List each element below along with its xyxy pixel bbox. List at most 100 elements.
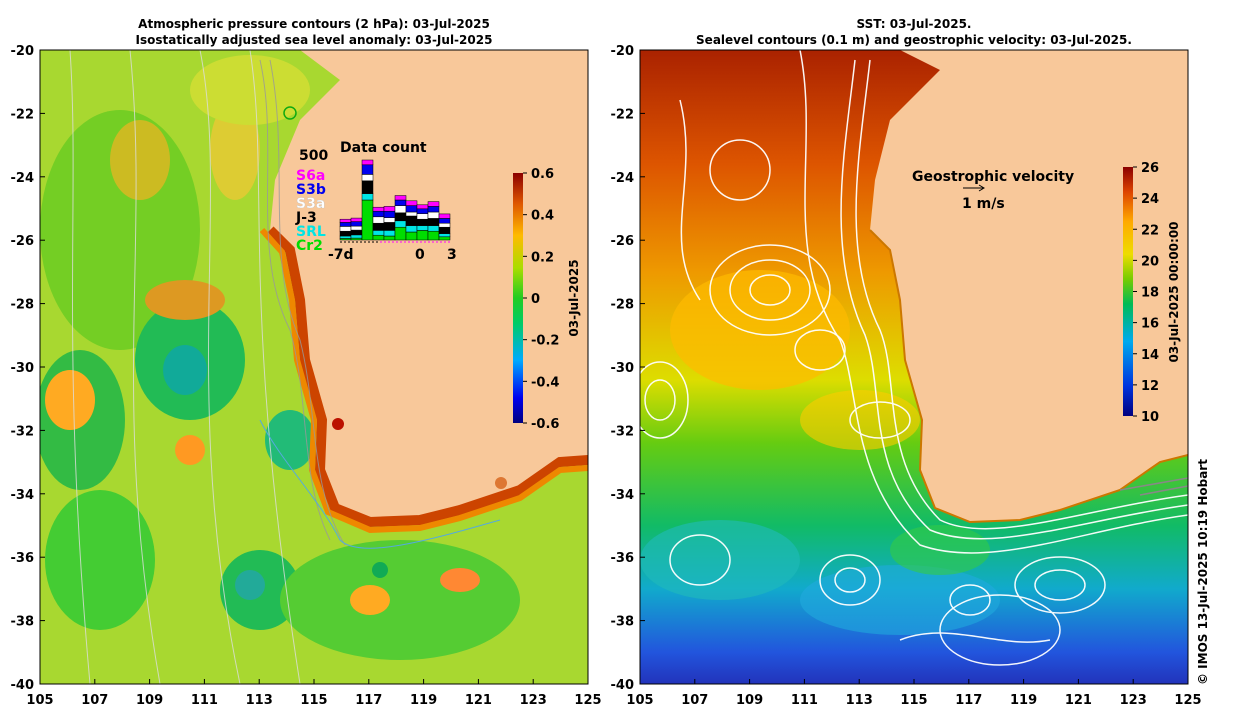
data-count-bar-segment [405, 205, 418, 213]
data-count-bar-segment [339, 235, 352, 239]
colorbar-tick-label: 18 [1141, 286, 1159, 301]
data-count-bar-segment [394, 212, 407, 222]
data-count-bar-segment [350, 229, 363, 236]
x-tick-label: 109 [136, 693, 163, 708]
sla-map-field [40, 50, 588, 684]
data-count-bar-segment [361, 193, 374, 201]
data-count-bar-segment [383, 217, 396, 223]
right-title-line1: SST: 03-Jul-2025. [856, 17, 972, 31]
data-count-bar-segment [339, 230, 352, 237]
velocity-scale-label: 1 m/s [962, 196, 1005, 212]
data-count-bar-segment [372, 234, 385, 241]
x-tick-label: 121 [465, 693, 492, 708]
mission-label: S3a [296, 196, 325, 212]
y-tick-label: -32 [11, 424, 35, 439]
y-tick-label: -30 [11, 361, 35, 376]
y-tick-label: -28 [611, 298, 635, 313]
data-count-bar-segment [405, 200, 418, 206]
data-count-bar-segment [383, 235, 396, 241]
data-count-bar-segment [427, 206, 440, 213]
data-count-bar-segment [339, 226, 352, 232]
data-count-bar-segment [350, 221, 363, 227]
data-count-bar-segment [427, 201, 440, 207]
mission-label: S6a [296, 168, 325, 184]
data-count-bar-segment [427, 225, 440, 232]
colorbar-tick-label: 22 [1141, 223, 1159, 238]
y-tick-label: -38 [11, 615, 35, 630]
y-tick-label: -22 [611, 107, 635, 122]
data-count-bar-segment [405, 215, 418, 226]
colorbar-tick-label: -0.2 [531, 334, 559, 349]
data-count-bar-segment [361, 174, 374, 182]
y-tick-label: -20 [611, 44, 635, 59]
x-tick-label: 125 [574, 693, 601, 708]
data-count-max-label: 500 [299, 148, 328, 164]
x-tick-label: 107 [81, 693, 108, 708]
y-tick-label: -34 [11, 488, 35, 503]
x-tick-label: 123 [1120, 693, 1147, 708]
x-tick-label: 119 [410, 693, 437, 708]
y-tick-label: -24 [611, 171, 635, 186]
colorbar-tick-label: -0.4 [531, 375, 559, 390]
data-count-bar-segment [438, 236, 451, 241]
data-count-bar-segment [427, 230, 440, 241]
data-count-bar-segment [438, 226, 451, 234]
colorbar-tick-label: 0.4 [531, 209, 554, 224]
colorbar-tick-label: 26 [1141, 161, 1159, 176]
mission-label: Cr2 [296, 238, 323, 254]
y-tick-label: -36 [611, 551, 635, 566]
colorbar-tick-label: 12 [1141, 379, 1159, 394]
right-map-title: SST: 03-Jul-2025. Sealevel contours (0.1… [640, 16, 1188, 48]
colorbar-tick-label: 14 [1141, 348, 1159, 363]
mission-label: SRL [296, 224, 326, 240]
x-tick-label: 111 [791, 693, 818, 708]
colorbar-tick-label: -0.6 [531, 417, 559, 432]
data-count-bar-segment [405, 225, 418, 233]
x-tick-label: 105 [626, 693, 653, 708]
data-count-bar-segment [394, 195, 407, 201]
y-tick-label: -32 [611, 424, 635, 439]
colorbar-tick-label: 10 [1141, 410, 1159, 425]
left-title-line2: Isostatically adjusted sea level anomaly… [135, 33, 493, 47]
data-count-bar-segment [361, 164, 374, 175]
data-count-bar-segment [438, 233, 451, 238]
colorbar-tick-label: 16 [1141, 317, 1159, 332]
data-count-bar-segment [372, 210, 385, 218]
data-count-bar-segment [372, 206, 385, 212]
sla-colorbar [513, 173, 523, 423]
sla-colorbar-label: 03-Jul-2025 [567, 259, 581, 336]
data-count-bar-segment [350, 217, 363, 222]
inset-x-label-zero: 0 [415, 247, 425, 263]
x-tick-label: 105 [26, 693, 53, 708]
x-tick-label: 107 [681, 693, 708, 708]
data-count-bar-segment [427, 211, 440, 219]
data-count-bar-segment [416, 225, 429, 231]
data-count-bar-segment [438, 213, 451, 219]
x-tick-label: 113 [246, 693, 273, 708]
data-count-bar-segment [427, 218, 440, 226]
data-count-bar-segment [383, 222, 396, 231]
y-tick-label: -40 [11, 678, 35, 693]
data-count-bar-segment [438, 222, 451, 228]
data-count-bar-segment [394, 220, 407, 228]
data-count-bar-segment [405, 231, 418, 241]
y-tick-label: -36 [11, 551, 35, 566]
data-count-bar-segment [372, 216, 385, 224]
x-tick-label: 111 [191, 693, 218, 708]
data-count-bar-segment [416, 204, 429, 210]
sst-map-field [640, 50, 1188, 684]
data-count-bar-segment [372, 222, 385, 231]
data-count-bar-segment [394, 226, 407, 241]
x-tick-label: 119 [1010, 693, 1037, 708]
data-count-inset [339, 159, 451, 243]
colorbar-tick-label: 0.6 [531, 167, 554, 182]
x-tick-label: 115 [900, 693, 927, 708]
inset-x-label-start: -7d [328, 247, 354, 263]
colorbar-tick-label: 20 [1141, 254, 1159, 269]
sst-colorbar-label: 03-Jul-2025 00:00:00 [1167, 221, 1181, 362]
data-count-bar-segment [372, 230, 385, 236]
velocity-legend-title: Geostrophic velocity [912, 169, 1074, 185]
data-count-bar-segment [394, 199, 407, 206]
y-tick-label: -22 [11, 107, 35, 122]
x-tick-label: 109 [736, 693, 763, 708]
